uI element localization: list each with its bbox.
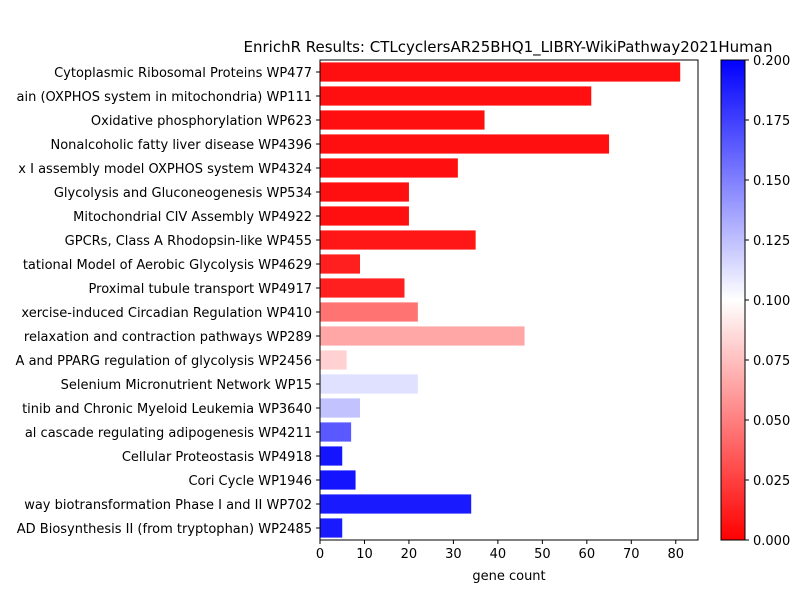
bar xyxy=(320,62,681,82)
y-tick-label: Oxidative phosphorylation WP623 xyxy=(91,114,312,129)
bar xyxy=(320,110,485,130)
y-tick-label: Cori Cycle WP1946 xyxy=(188,474,312,489)
bar xyxy=(320,494,472,514)
x-tick-label: 60 xyxy=(579,547,596,562)
colorbar-tick-label: 0.200 xyxy=(753,54,790,69)
y-tick-label: Selenium Micronutrient Network WP15 xyxy=(61,378,312,393)
bar xyxy=(320,350,347,370)
bar xyxy=(320,254,361,274)
colorbar-tick-label: 0.150 xyxy=(753,174,790,189)
bar xyxy=(320,398,361,418)
bar xyxy=(320,206,409,226)
chart-title: EnrichR Results: CTLcyclersAR25BHQ1_LIBR… xyxy=(244,38,773,57)
bar xyxy=(320,446,343,466)
bar xyxy=(320,86,592,106)
colorbar-tick-label: 0.000 xyxy=(753,534,790,549)
colorbar-tick-label: 0.025 xyxy=(753,474,790,489)
y-tick-label: al cascade regulating adipogenesis WP421… xyxy=(25,426,312,441)
bar xyxy=(320,326,525,346)
bar xyxy=(320,422,352,442)
y-tick-label: Cytoplasmic Ribosomal Proteins WP477 xyxy=(54,66,312,81)
bar xyxy=(320,158,458,178)
y-tick-label: tational Model of Aerobic Glycolysis WP4… xyxy=(23,258,312,273)
x-tick-label: 30 xyxy=(445,547,462,562)
colorbar-tick-label: 0.100 xyxy=(753,294,790,309)
x-axis-label: gene count xyxy=(472,569,545,584)
x-tick-label: 0 xyxy=(316,547,324,562)
bar xyxy=(320,230,476,250)
bar xyxy=(320,134,610,154)
y-tick-label: relaxation and contraction pathways WP28… xyxy=(24,330,312,345)
x-tick-label: 40 xyxy=(490,547,507,562)
y-tick-label: way biotransformation Phase I and II WP7… xyxy=(24,498,312,513)
plot-frame xyxy=(319,59,699,541)
bar xyxy=(320,374,418,394)
y-tick-label: Mitochondrial CIV Assembly WP4922 xyxy=(73,210,312,225)
colorbar-ticks: 0.000 0.025 0.050 0.075 0.100 0.125 0.150 0.175… xyxy=(745,54,790,549)
x-tick-label: 80 xyxy=(667,547,684,562)
y-tick-label: x I assembly model OXPHOS system WP4324 xyxy=(18,162,312,177)
bars-group xyxy=(320,62,681,538)
x-tick-label: 70 xyxy=(623,547,640,562)
y-tick-label: Cellular Proteostasis WP4918 xyxy=(122,450,312,465)
colorbar-tick-label: 0.050 xyxy=(753,414,790,429)
colorbar-tick-label: 0.075 xyxy=(753,354,790,369)
x-tick-label: 50 xyxy=(534,547,551,562)
y-tick-label: Nonalcoholic fatty liver disease WP4396 xyxy=(50,138,312,153)
bar xyxy=(320,518,343,538)
x-tick-label: 20 xyxy=(401,547,418,562)
colorbar-tick-label: 0.125 xyxy=(753,234,790,249)
bar xyxy=(320,278,405,298)
y-tick-label: Glycolysis and Gluconeogenesis WP534 xyxy=(54,186,312,201)
y-tick-label: ain (OXPHOS system in mitochondria) WP11… xyxy=(17,90,312,105)
y-tick-label: tinib and Chronic Myeloid Leukemia WP364… xyxy=(22,402,312,417)
bar xyxy=(320,302,418,322)
x-tick-label: 10 xyxy=(356,547,373,562)
y-tick-label: xercise-induced Circadian Regulation WP4… xyxy=(21,306,312,321)
bar xyxy=(320,470,356,490)
bar xyxy=(320,182,409,202)
colorbar-tick-label: 0.175 xyxy=(753,114,790,129)
y-tick-label: Proximal tubule transport WP4917 xyxy=(89,282,312,297)
x-axis: 0 10 20 30 40 50 60 70 80 xyxy=(316,540,684,562)
colorbar xyxy=(720,59,746,541)
y-tick-labels: Cytoplasmic Ribosomal Proteins WP477 ain … xyxy=(16,66,320,537)
y-tick-label: AD Biosynthesis II (from tryptophan) WP2… xyxy=(17,522,312,537)
y-tick-label: GPCRs, Class A Rhodopsin-like WP455 xyxy=(65,234,312,249)
y-tick-label: A and PPARG regulation of glycolysis WP2… xyxy=(16,354,312,369)
